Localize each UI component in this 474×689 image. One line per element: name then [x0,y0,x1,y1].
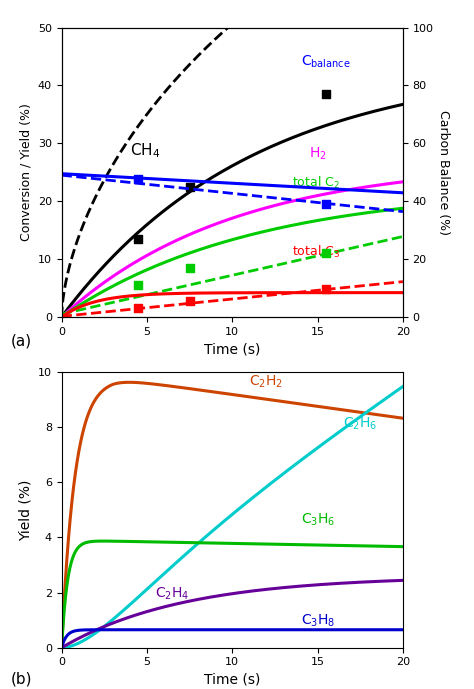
Point [135,302,142,313]
Point [186,181,193,192]
Text: (b): (b) [10,672,32,686]
Point [186,295,193,306]
Text: C$_3$H$_6$: C$_3$H$_6$ [301,512,335,528]
Point [135,280,142,291]
Point [322,284,330,295]
Point [322,198,330,209]
Text: H$_2$: H$_2$ [309,146,327,162]
X-axis label: Time (s): Time (s) [204,342,260,356]
Y-axis label: Carbon Balance (%): Carbon Balance (%) [438,110,450,235]
Text: CH$_4$: CH$_4$ [130,141,160,160]
Point [135,174,142,185]
Point [322,248,330,259]
Point [135,234,142,245]
Text: C$_{\rm balance}$: C$_{\rm balance}$ [301,53,350,70]
Text: C$_3$H$_8$: C$_3$H$_8$ [301,613,335,628]
Text: C$_2$H$_2$: C$_2$H$_2$ [249,374,283,390]
Text: C$_2$H$_4$: C$_2$H$_4$ [155,586,190,602]
X-axis label: Time (s): Time (s) [204,673,260,687]
Y-axis label: Conversion / Yield (%): Conversion / Yield (%) [19,103,32,241]
Text: total C$_3$: total C$_3$ [292,244,340,260]
Text: total C$_2$: total C$_2$ [292,175,340,191]
Y-axis label: Yield (%): Yield (%) [18,479,32,541]
Point [322,89,330,100]
Text: (a): (a) [10,334,32,349]
Point [186,263,193,274]
Text: C$_2$H$_6$: C$_2$H$_6$ [343,415,378,431]
